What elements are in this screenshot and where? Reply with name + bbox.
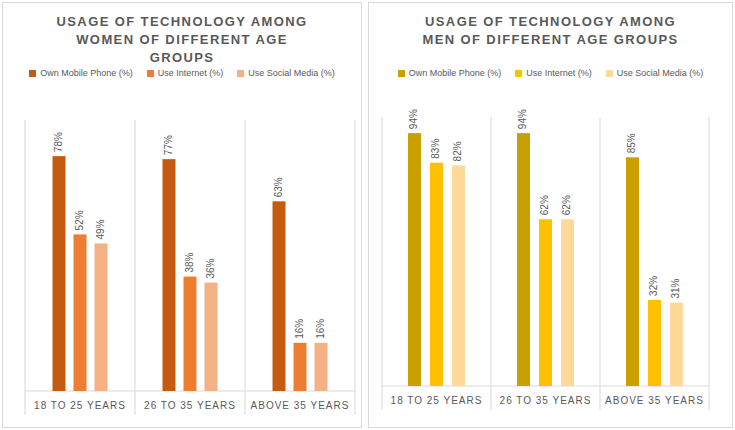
legend-label: Use Internet (%) — [526, 68, 592, 78]
legend-label: Use Social Media (%) — [248, 68, 335, 78]
data-label: 36% — [205, 258, 216, 278]
data-label: 62% — [540, 195, 551, 215]
legend-label: Own Mobile Phone (%) — [409, 68, 502, 78]
legend-swatch — [606, 70, 613, 77]
legend-label: Own Mobile Phone (%) — [40, 68, 133, 78]
plot-svg: 78% 52% 49% 77% 38% 36% 63% 16% 16% 18 TO 25 YEAR… — [3, 3, 361, 427]
bar — [273, 201, 286, 391]
bar — [561, 219, 574, 386]
category-separator — [491, 117, 492, 410]
chart-panel: USAGE OF TECHNOLOGY AMONG MEN OF DIFFERE… — [368, 2, 733, 428]
bar — [95, 243, 108, 391]
bars — [53, 156, 328, 391]
bar — [163, 159, 176, 391]
chart-title: USAGE OF TECHNOLOGY AMONG WOMEN OF DIFFE… — [47, 13, 317, 67]
data-labels: 94% 83% 82% 94% 62% 62% 85% 32% 31% — [409, 109, 682, 299]
bar — [315, 343, 328, 391]
bar — [539, 219, 552, 386]
bar — [408, 133, 421, 386]
y-axis-line — [382, 117, 383, 410]
legend-swatch — [237, 70, 244, 77]
bar — [670, 303, 683, 386]
legend-swatch — [398, 70, 405, 77]
legend-item: Own Mobile Phone (%) — [29, 68, 133, 78]
legend-item: Use Internet (%) — [147, 68, 224, 78]
legend: Own Mobile Phone (%) Use Internet (%) Use … — [3, 68, 361, 78]
legend-label: Use Social Media (%) — [617, 68, 704, 78]
data-label: 62% — [562, 195, 573, 215]
category-separator — [135, 120, 136, 415]
category-label: 18 TO 25 YEARS — [34, 400, 126, 411]
legend-swatch — [515, 70, 522, 77]
category-separator — [709, 117, 710, 410]
data-label: 16% — [315, 319, 326, 339]
data-label: 82% — [453, 141, 464, 161]
legend: Own Mobile Phone (%) Use Internet (%) Use … — [369, 68, 732, 78]
chart-panel: USAGE OF TECHNOLOGY AMONG WOMEN OF DIFFE… — [2, 2, 362, 428]
data-labels: 78% 52% 49% 77% 38% 36% 63% 16% 16% — [53, 132, 326, 339]
legend-swatch — [147, 70, 154, 77]
category-label: 18 TO 25 YEARS — [391, 395, 483, 406]
bars — [408, 133, 683, 386]
bar — [184, 277, 197, 391]
category-label: 26 TO 35 YEARS — [500, 395, 592, 406]
data-label: 83% — [431, 139, 442, 159]
data-label: 16% — [294, 319, 305, 339]
bar — [53, 156, 66, 391]
legend-item: Use Internet (%) — [515, 68, 592, 78]
data-label: 38% — [184, 252, 195, 272]
data-label: 94% — [518, 109, 529, 129]
legend-swatch — [29, 70, 36, 77]
category-separator — [355, 120, 356, 415]
category-separator — [600, 117, 601, 410]
legend-label: Use Internet (%) — [158, 68, 224, 78]
bar — [452, 165, 465, 386]
bar — [294, 343, 307, 391]
data-label: 77% — [163, 135, 174, 155]
category-label: 26 TO 35 YEARS — [144, 400, 236, 411]
bar — [74, 234, 87, 391]
bar — [205, 283, 218, 391]
data-label: 85% — [627, 133, 638, 153]
plot-svg: 94% 83% 82% 94% 62% 62% 85% 32% 31% 18 TO 25 YEAR… — [369, 3, 732, 427]
category-label: ABOVE 35 YEARS — [605, 395, 704, 406]
legend-item: Own Mobile Phone (%) — [398, 68, 502, 78]
data-label: 52% — [74, 210, 85, 230]
chart-title: USAGE OF TECHNOLOGY AMONG MEN OF DIFFERE… — [416, 13, 686, 49]
data-label: 32% — [649, 276, 660, 296]
data-label: 94% — [409, 109, 420, 129]
legend-item: Use Social Media (%) — [237, 68, 335, 78]
data-label: 78% — [53, 132, 64, 152]
bar — [626, 157, 639, 386]
bar — [648, 300, 661, 386]
y-axis-line — [25, 120, 26, 415]
category-separator — [245, 120, 246, 415]
data-label: 63% — [273, 177, 284, 197]
bar — [430, 163, 443, 386]
category-label: ABOVE 35 YEARS — [251, 400, 350, 411]
data-label: 31% — [671, 278, 682, 298]
bar — [517, 133, 530, 386]
legend-item: Use Social Media (%) — [606, 68, 704, 78]
data-label: 49% — [95, 219, 106, 239]
